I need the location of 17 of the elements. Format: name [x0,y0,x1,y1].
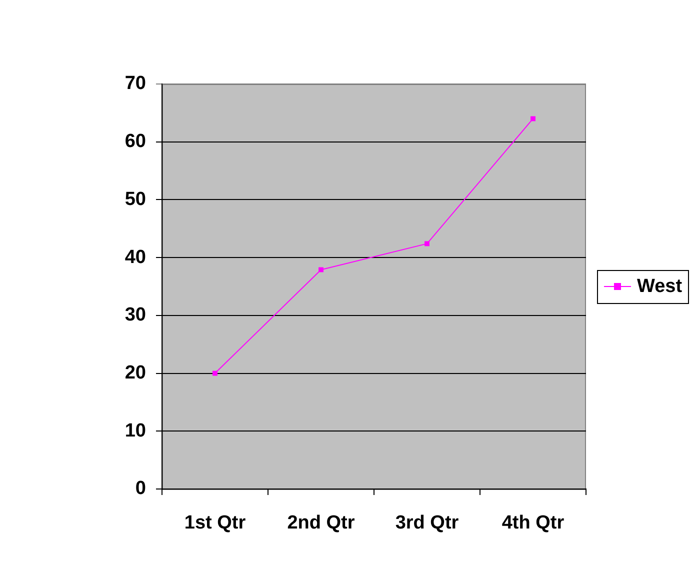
point [212,370,218,376]
legend-label: West [637,276,682,298]
y-tick-label: 40 [124,246,146,268]
point [424,241,430,246]
y-tick-label: 30 [124,304,146,326]
y-tick-label: 50 [124,188,146,210]
x-tick-label: 3rd Qtr [395,512,460,534]
y-tick-label: 20 [124,362,146,384]
y-tick-label: 10 [124,420,146,442]
y-tick-label: 60 [124,131,146,152]
y-tick-label: 70 [124,73,146,94]
point [318,267,324,272]
x-tick-label: 2nd Qtr [287,512,356,534]
x-tick-label: 4th Qtr [502,512,565,534]
point [530,116,536,122]
x-tick-label: 1st Qtr [184,512,246,534]
y-tick-label: 0 [135,478,146,500]
